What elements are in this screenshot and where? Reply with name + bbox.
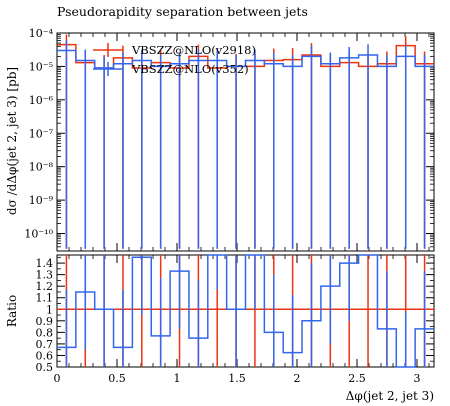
legend-label-v2918: VBSZZ@NLO(v2918) <box>131 43 256 57</box>
ratio-tick-label: 1.1 <box>36 292 54 305</box>
x-tick-label: 1.5 <box>228 372 246 385</box>
ratio-step-line <box>57 254 434 368</box>
ratio-tick-label: 1.2 <box>36 280 54 293</box>
ratio-panel: 0.50.60.70.80.911.11.21.31.40 0.5 1 1.5 2 2.5… <box>36 254 435 385</box>
y-tick-label: 10⁻⁷ <box>29 127 54 140</box>
y-tick-label: 10⁻¹⁰ <box>24 228 53 241</box>
ratio-tick-label: 0.9 <box>36 315 54 328</box>
y-axis-label: dσ /dΔφ(jet 2, jet 3) [pb] <box>5 67 19 215</box>
chart-title: Pseudorapidity separation between jets <box>57 4 308 19</box>
y-tick-label: 10⁻⁵ <box>29 60 53 73</box>
y-tick-label: 10⁻⁹ <box>29 194 54 207</box>
ratio-tick-label: 0.6 <box>36 349 54 362</box>
x-tick-label: 2.5 <box>348 372 366 385</box>
ratio-tick-label: 1.4 <box>36 257 54 270</box>
x-tick-label: 2 <box>294 372 301 385</box>
ratio-axis-label: Ratio <box>5 295 19 327</box>
ratio-tick-label: 1.3 <box>36 269 54 282</box>
y-tick-label: 10⁻⁴ <box>29 27 54 40</box>
x-tick-label: 0 <box>54 372 61 385</box>
y-tick-label: 10⁻⁶ <box>29 94 54 107</box>
x-axis-label: Δφ(jet 2, jet 3) <box>346 389 434 403</box>
ratio-tick-label: 0.5 <box>36 361 54 374</box>
x-tick-label: 0.5 <box>108 372 126 385</box>
ratio-tick-label: 0.8 <box>36 326 54 339</box>
x-tick-label: 1 <box>174 372 181 385</box>
legend-label-v352: VBSZZ@NLO(v352) <box>131 62 249 76</box>
ratio-tick-label: 1 <box>46 303 53 316</box>
x-tick-label: 3 <box>414 372 421 385</box>
legend: VBSZZ@NLO(v2918) VBSZZ@NLO(v352) <box>93 43 256 76</box>
ratio-tick-label: 0.7 <box>36 338 54 351</box>
y-tick-label: 10⁻⁸ <box>29 161 54 174</box>
main-step-line <box>57 49 434 69</box>
ratio-series-vbszz-nlo-v352 <box>57 254 434 368</box>
series-vbszz-nlo-v352 <box>57 40 434 249</box>
main-frame <box>56 32 435 252</box>
